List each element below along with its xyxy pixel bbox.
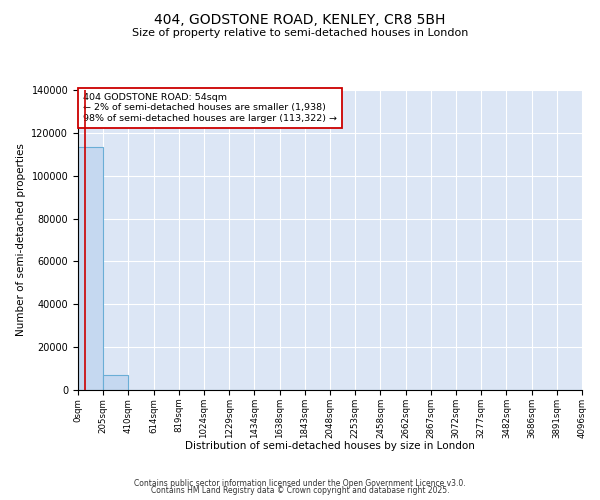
Text: Contains HM Land Registry data © Crown copyright and database right 2025.: Contains HM Land Registry data © Crown c… xyxy=(151,486,449,495)
Bar xyxy=(103,375,128,390)
Text: 404 GODSTONE ROAD: 54sqm
← 2% of semi-detached houses are smaller (1,938)
98% of: 404 GODSTONE ROAD: 54sqm ← 2% of semi-de… xyxy=(83,93,337,123)
X-axis label: Distribution of semi-detached houses by size in London: Distribution of semi-detached houses by … xyxy=(185,441,475,451)
Text: 404, GODSTONE ROAD, KENLEY, CR8 5BH: 404, GODSTONE ROAD, KENLEY, CR8 5BH xyxy=(154,12,446,26)
Bar xyxy=(78,147,103,390)
Y-axis label: Number of semi-detached properties: Number of semi-detached properties xyxy=(16,144,26,336)
Text: Size of property relative to semi-detached houses in London: Size of property relative to semi-detach… xyxy=(132,28,468,38)
Text: Contains public sector information licensed under the Open Government Licence v3: Contains public sector information licen… xyxy=(134,478,466,488)
